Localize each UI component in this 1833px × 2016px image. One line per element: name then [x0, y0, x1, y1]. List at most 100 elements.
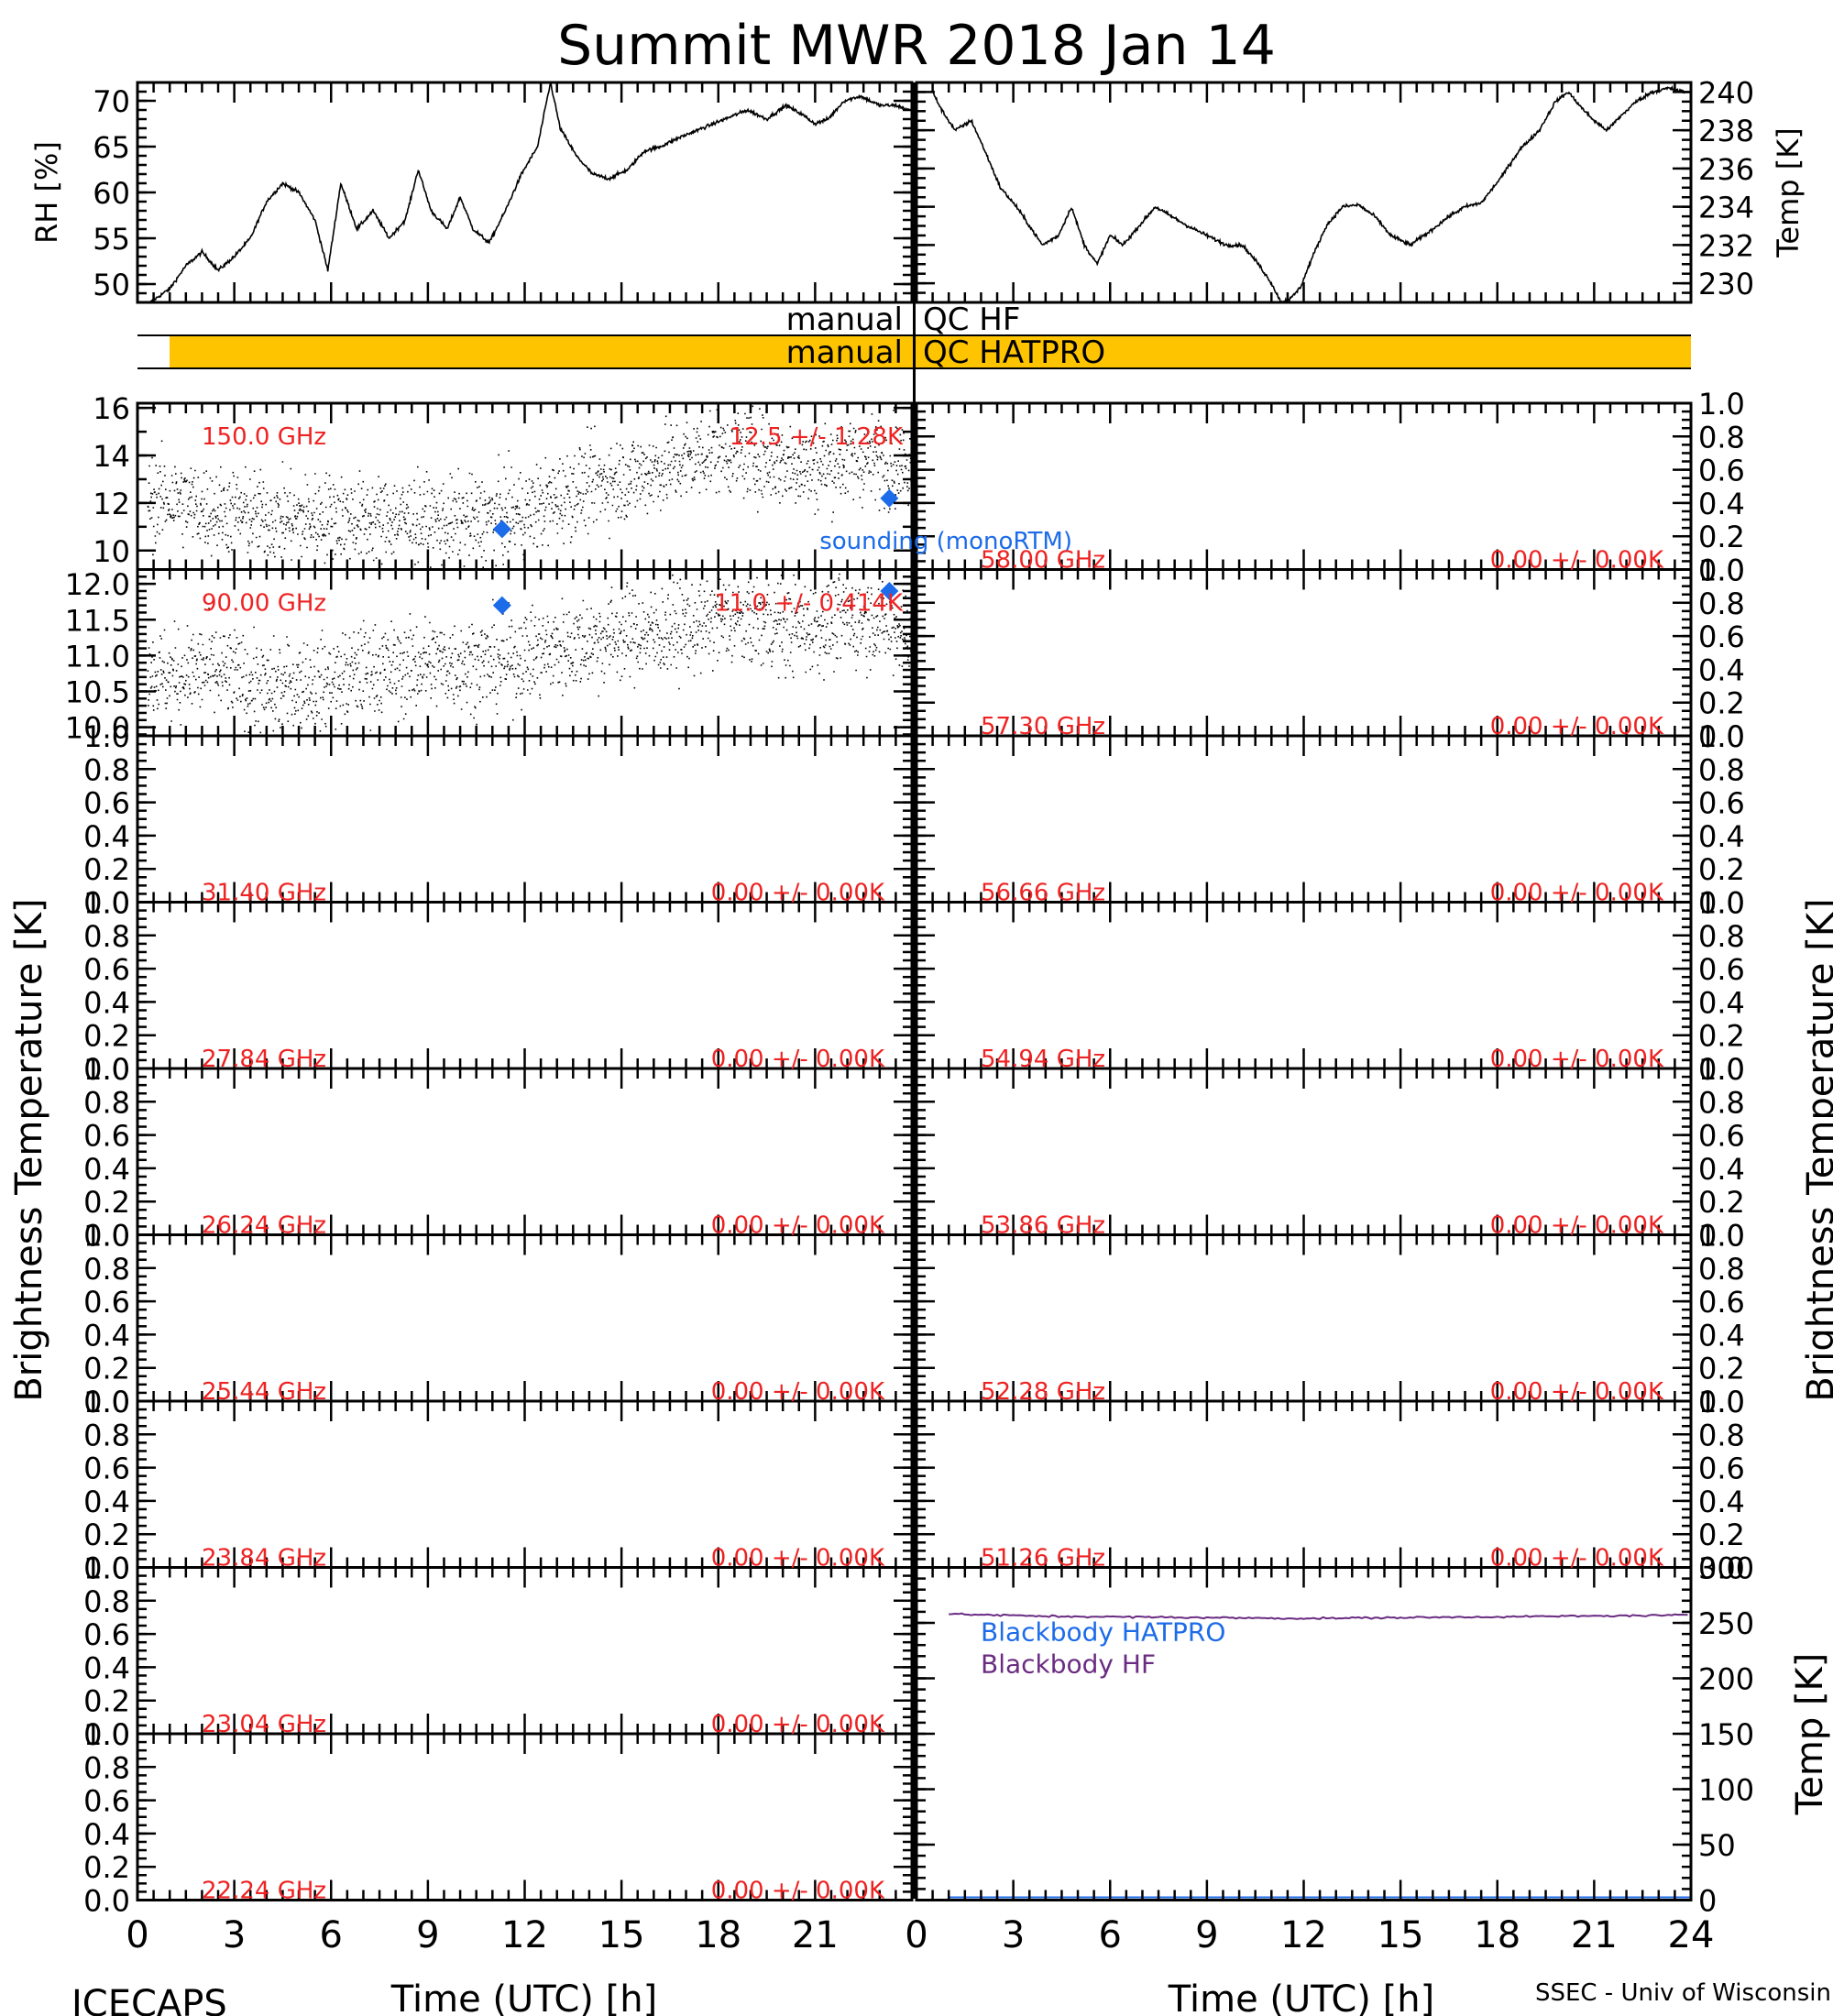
- right-panel-4-frame: [915, 901, 1693, 1070]
- blackbody-panel-ytick-label: 150: [1698, 1717, 1754, 1752]
- temp-panel-yticks: [916, 81, 1691, 304]
- right-xlabel: Time (UTC) [h]: [1168, 1978, 1434, 2016]
- right-panel-2-ytick-label: 0.0: [1698, 719, 1745, 754]
- left-panel-4-freq-label: 27.84 GHz: [202, 1046, 326, 1073]
- right-panel-5-ytick-label: 0.6: [1698, 1119, 1745, 1154]
- left-panel-2-ytick-label: 12.0: [65, 567, 130, 602]
- right-panel-7-xticks: [915, 1401, 1693, 1568]
- left-ylabel: Brightness Temperature [K]: [8, 898, 50, 1401]
- left-panel-2-ytick-label: 10.5: [65, 674, 130, 709]
- left-panel-2-freq-label: 90.00 GHz: [202, 590, 326, 618]
- left-xtick-label: 0: [126, 1914, 148, 1956]
- left-panel-6-frame: [136, 1233, 914, 1403]
- left-panel-4-stats-label: 0.00 +/- 0.00K: [711, 1046, 885, 1073]
- rh-panel-ytick-label: 50: [93, 268, 130, 302]
- left-panel-1-freq-label: 150.0 GHz: [202, 423, 326, 451]
- qc-hatpro-label: QC HATPRO: [923, 334, 1105, 371]
- right-xtick-label: 21: [1571, 1914, 1618, 1956]
- qc-hatpro-bar: [170, 335, 1691, 368]
- left-panel-9-ytick-label: 0.8: [83, 1750, 130, 1785]
- left-panel-3-ytick-label: 0.8: [83, 752, 130, 787]
- left-panel-7-stats-label: 0.00 +/- 0.00K: [711, 1545, 885, 1572]
- left-panel-2-yticks: [137, 568, 912, 736]
- left-panel-1-sounding-point: [880, 488, 899, 508]
- left-panel-7-ytick-label: 0.0: [83, 1551, 130, 1586]
- temp-panel-ytick-label: 234: [1698, 191, 1754, 225]
- right-panel-2-ytick-label: 0.2: [1698, 686, 1745, 721]
- temp-panel-xticks: [915, 82, 1693, 302]
- left-panel-6-yticks: [137, 1233, 912, 1403]
- left-panel-8-stats-label: 0.00 +/- 0.00K: [711, 1711, 885, 1738]
- temp-panel-ytick-label: 232: [1698, 228, 1754, 263]
- right-panel-1-stats-label: 0.00 +/- 0.00K: [1490, 547, 1664, 575]
- right-panel-1-ytick-label: 0.0: [1698, 553, 1745, 588]
- left-panel-2-xticks: [136, 569, 914, 736]
- right-xtick-label: 6: [1099, 1914, 1122, 1956]
- left-panel-1-sounding-point: [492, 520, 511, 539]
- right-panel-7-frame: [915, 1399, 1693, 1569]
- temp-trace: [932, 84, 1685, 304]
- right-panel-3-ytick-label: 0.0: [1698, 886, 1745, 921]
- right-panel-7-ytick-label: 0.4: [1698, 1485, 1745, 1519]
- left-panel-7-frame: [136, 1399, 914, 1569]
- right-panel-3-stats-label: 0.00 +/- 0.00K: [1490, 880, 1664, 907]
- blackbody-panel-ytick-label: 50: [1698, 1828, 1736, 1863]
- left-panel-2-scatter: [147, 568, 914, 737]
- left-xtick-label: 3: [223, 1914, 246, 1956]
- left-panel-7-xticks: [136, 1401, 914, 1568]
- rh-panel-ytick-label: 60: [93, 176, 130, 211]
- right-panel-5-yticks: [916, 1067, 1691, 1236]
- left-panel-4-ytick-label: 0.8: [83, 919, 130, 954]
- left-panel-6-ytick-label: 0.0: [83, 1385, 130, 1419]
- right-panel-5-ytick-label: 0.4: [1698, 1152, 1745, 1187]
- sounding-legend: sounding (monoRTM): [819, 528, 1072, 555]
- rh-panel-ytick-label: 55: [93, 222, 130, 257]
- blackbody-hf-legend: Blackbody HF: [981, 1649, 1156, 1680]
- left-panel-4-ytick-label: 0.4: [83, 985, 130, 1020]
- right-panel-7-ytick-label: 1.0: [1698, 1385, 1745, 1419]
- left-panel-6-ytick-label: 0.4: [83, 1318, 130, 1353]
- left-panel-5-yticks: [137, 1067, 912, 1236]
- left-panel-7-ytick-label: 1.0: [83, 1385, 130, 1419]
- right-panel-2-ytick-label: 0.6: [1698, 619, 1745, 654]
- right-panel-7-ytick-label: 0.6: [1698, 1452, 1745, 1486]
- right-panel-5-ytick-label: 0.2: [1698, 1185, 1745, 1220]
- temp-panel-ytick-label: 236: [1698, 152, 1754, 187]
- left-panel-6-ytick-label: 0.2: [83, 1352, 130, 1386]
- right-ylabel: Brightness Temperature [K]: [1800, 898, 1833, 1401]
- left-panel-4-ytick-label: 0.0: [83, 1052, 130, 1087]
- right-panel-3-ytick-label: 0.6: [1698, 786, 1745, 821]
- blackbody-panel-yticks: [916, 1566, 1691, 1901]
- left-panel-8-xticks: [136, 1567, 914, 1734]
- left-panel-2-ytick-label: 11.5: [65, 603, 130, 638]
- right-xtick-label: 18: [1474, 1914, 1520, 1956]
- left-panel-5-ytick-label: 0.2: [83, 1185, 130, 1220]
- right-panel-6-ytick-label: 0.2: [1698, 1352, 1745, 1386]
- right-panel-3-ytick-label: 0.2: [1698, 852, 1745, 887]
- right-panel-1-xticks: [915, 403, 1693, 570]
- left-panel-4-frame: [136, 901, 914, 1070]
- rh-panel-ytick-label: 70: [93, 84, 130, 119]
- right-panel-3-yticks: [916, 734, 1691, 904]
- left-panel-9-stats-label: 0.00 +/- 0.00K: [711, 1878, 885, 1905]
- left-panel-3-stats-label: 0.00 +/- 0.00K: [711, 880, 885, 907]
- right-panel-5-ytick-label: 1.0: [1698, 1052, 1745, 1087]
- left-panel-4-ytick-label: 0.2: [83, 1019, 130, 1054]
- left-panel-5-ytick-label: 0.6: [83, 1119, 130, 1154]
- rh-panel-xticks: [136, 82, 914, 302]
- left-panel-4-yticks: [137, 901, 912, 1070]
- right-panel-4-ytick-label: 0.8: [1698, 919, 1745, 954]
- left-panel-3-ytick-label: 0.6: [83, 786, 130, 821]
- right-xtick-label: 3: [1002, 1914, 1025, 1956]
- left-panel-3-yticks: [137, 734, 912, 904]
- right-panel-5-frame: [915, 1067, 1693, 1236]
- right-panel-7-freq-label: 51.26 GHz: [981, 1545, 1105, 1572]
- left-panel-8-freq-label: 23.04 GHz: [202, 1711, 326, 1738]
- left-panel-2-ytick-label: 10.0: [65, 711, 130, 746]
- left-xtick-label: 6: [320, 1914, 343, 1956]
- left-panel-1-stats-label: 12.5 +/- 1.28K: [730, 423, 904, 451]
- right-panel-2-frame: [915, 568, 1693, 738]
- left-panel-6-ytick-label: 1.0: [83, 1219, 130, 1254]
- left-panel-8-yticks: [137, 1566, 912, 1736]
